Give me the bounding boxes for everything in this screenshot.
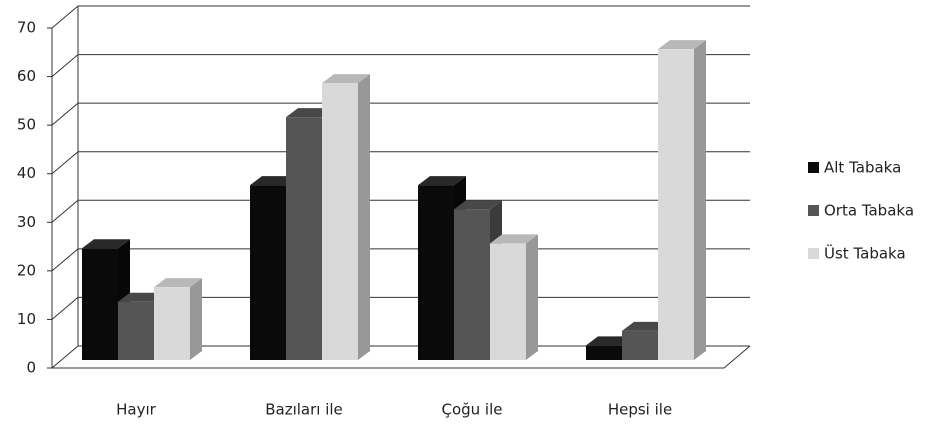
- y-tick-label: 60: [17, 67, 36, 85]
- bar-side: [190, 278, 202, 360]
- bar-side: [694, 40, 706, 361]
- y-tick-label: 10: [17, 310, 36, 328]
- y-tick-label: 40: [17, 164, 36, 182]
- bar: [586, 345, 622, 360]
- grid-line: [51, 54, 79, 77]
- y-tick-label: 0: [26, 359, 36, 377]
- bar-side: [358, 74, 370, 361]
- legend-label: Alt Tabaka: [824, 159, 901, 177]
- bar-top: [322, 74, 370, 84]
- grid-line: [51, 199, 79, 223]
- bar-top: [418, 176, 466, 186]
- bar: [154, 287, 190, 360]
- grid-line: [51, 297, 79, 320]
- bar: [490, 243, 526, 360]
- legend-label: Üst Tabaka: [824, 244, 906, 263]
- bar: [658, 49, 694, 361]
- floor: [52, 345, 751, 369]
- bar-side: [526, 234, 538, 360]
- legend-swatch: [808, 248, 819, 259]
- bar: [454, 209, 490, 360]
- bar: [418, 185, 454, 360]
- bar-top: [490, 234, 538, 244]
- legend-swatch: [808, 205, 819, 216]
- y-tick-label: 50: [17, 116, 36, 134]
- legend-label: Orta Tabaka: [824, 202, 914, 220]
- x-tick-label: Hayır: [116, 401, 157, 419]
- bar: [250, 185, 286, 360]
- grid-line: [51, 248, 79, 272]
- x-tick-label: Çoğu ile: [441, 401, 502, 419]
- grid-line: [51, 345, 79, 369]
- y-tick-label: 30: [17, 213, 36, 231]
- bar: [322, 83, 358, 361]
- bar-top: [154, 278, 202, 288]
- bar: [622, 330, 658, 360]
- bar-top: [82, 239, 130, 249]
- grid-line: [51, 5, 79, 29]
- bar-top: [658, 40, 706, 50]
- y-tick-label: 20: [17, 261, 36, 279]
- bar: [286, 117, 322, 361]
- x-tick-label: Hepsi ile: [608, 401, 672, 419]
- y-tick-label: 70: [17, 19, 36, 37]
- x-tick-label: Bazıları ile: [265, 401, 343, 419]
- bar: [118, 301, 154, 360]
- grid-line: [51, 102, 79, 126]
- bar: [82, 248, 118, 360]
- bar-top: [454, 200, 502, 210]
- legend-swatch: [808, 162, 819, 173]
- grid-line: [51, 151, 79, 175]
